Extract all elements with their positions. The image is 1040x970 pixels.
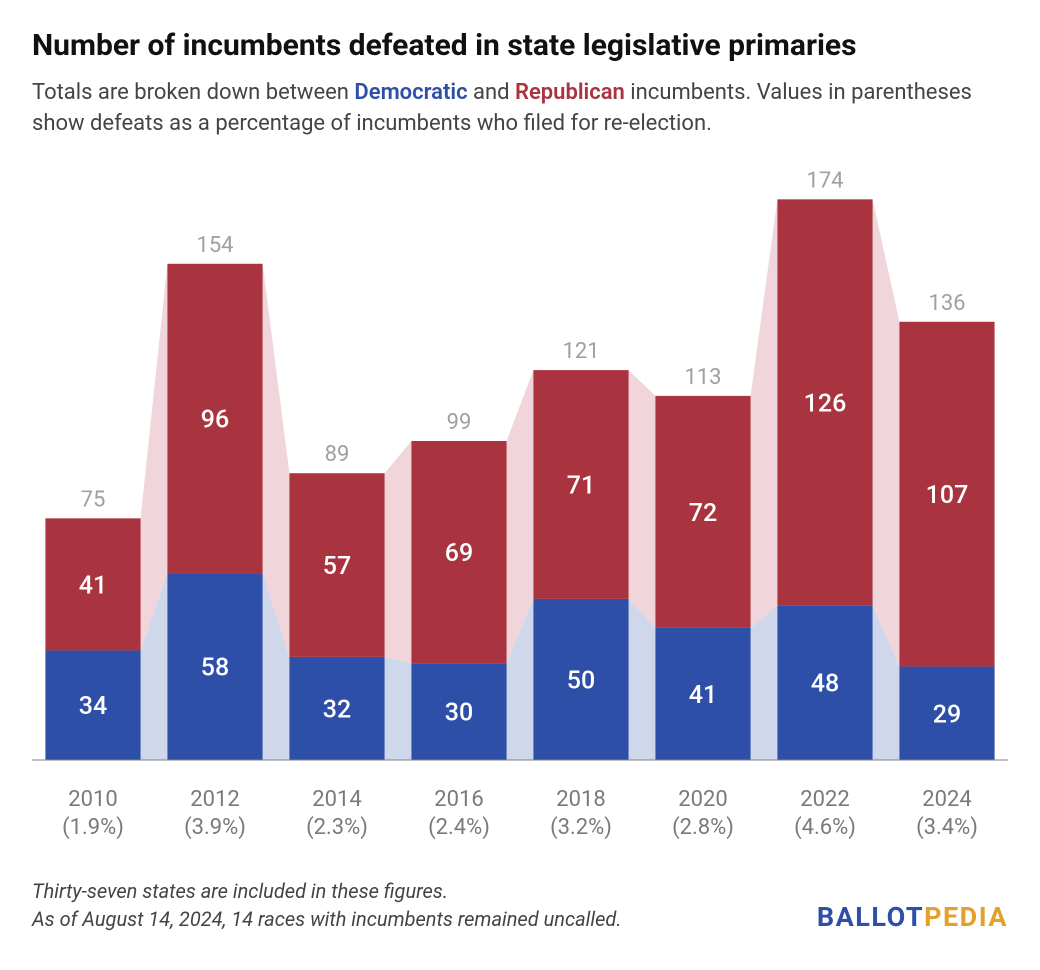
republican-word: Republican [515, 80, 625, 105]
xaxis-pct: (1.9%) [32, 814, 154, 843]
chart-area: 75 41 34 154 96 58 89 57 32 99 69 30 121 71 50 113 72 41 1… [32, 168, 1008, 778]
footer-row: Thirty-seven states are included in thes… [32, 845, 1008, 933]
total-label: 174 [806, 168, 843, 193]
xaxis-tick: 2012(3.9%) [154, 786, 276, 843]
ballotpedia-logo: BALLOTPEDIA [817, 901, 1008, 933]
dem-value-label: 30 [445, 698, 473, 727]
rep-ribbon [751, 199, 778, 628]
xaxis-tick: 2024(3.4%) [886, 786, 1008, 843]
xaxis-pct: (3.2%) [520, 814, 642, 843]
x-axis-labels: 2010(1.9%)2012(3.9%)2014(2.3%)2016(2.4%)… [32, 786, 1008, 843]
rep-value-label: 57 [323, 552, 351, 581]
dem-value-label: 58 [201, 653, 229, 682]
dem-value-label: 32 [323, 695, 351, 724]
dem-ribbon [751, 605, 778, 760]
xaxis-year: 2020 [642, 786, 764, 815]
logo-ballot: BALLOT [817, 901, 924, 933]
footnote-line-2: As of August 14, 2024, 14 races with inc… [32, 905, 621, 933]
xaxis-year: 2012 [154, 786, 276, 815]
subtitle-pre: Totals are broken down between [32, 80, 354, 105]
total-label: 99 [447, 410, 472, 435]
xaxis-year: 2024 [886, 786, 1008, 815]
rep-value-label: 126 [804, 389, 847, 418]
democratic-word: Democratic [354, 80, 467, 105]
xaxis-pct: (3.9%) [154, 814, 276, 843]
chart-subtitle: Totals are broken down between Democrati… [32, 78, 1008, 140]
xaxis-year: 2014 [276, 786, 398, 815]
dem-value-label: 29 [933, 700, 961, 729]
xaxis-pct: (3.4%) [886, 814, 1008, 843]
total-label: 154 [196, 232, 233, 257]
dem-value-label: 41 [689, 681, 717, 710]
xaxis-pct: (2.8%) [642, 814, 764, 843]
subtitle-mid: and [468, 80, 515, 105]
dem-value-label: 50 [567, 666, 595, 695]
dem-value-label: 48 [811, 669, 839, 698]
xaxis-year: 2010 [32, 786, 154, 815]
total-label: 121 [562, 339, 599, 364]
xaxis-year: 2016 [398, 786, 520, 815]
total-label: 113 [684, 364, 721, 389]
rep-value-label: 72 [689, 498, 717, 527]
rep-ribbon [629, 370, 656, 628]
xaxis-tick: 2022(4.6%) [764, 786, 886, 843]
rep-ribbon [873, 199, 900, 666]
total-label: 136 [928, 290, 965, 315]
xaxis-pct: (2.3%) [276, 814, 398, 843]
rep-value-label: 107 [926, 481, 969, 510]
total-label: 75 [81, 487, 106, 512]
rep-value-label: 71 [567, 471, 595, 500]
xaxis-tick: 2010(1.9%) [32, 786, 154, 843]
xaxis-tick: 2014(2.3%) [276, 786, 398, 843]
rep-value-label: 41 [79, 571, 107, 600]
xaxis-tick: 2020(2.8%) [642, 786, 764, 843]
xaxis-year: 2022 [764, 786, 886, 815]
dem-ribbon [385, 656, 412, 759]
rep-value-label: 96 [201, 405, 229, 434]
xaxis-tick: 2018(3.2%) [520, 786, 642, 843]
chart-title: Number of incumbents defeated in state l… [32, 28, 1008, 64]
xaxis-tick: 2016(2.4%) [398, 786, 520, 843]
xaxis-pct: (4.6%) [764, 814, 886, 843]
footnote-line-1: Thirty-seven states are included in thes… [32, 877, 621, 905]
xaxis-year: 2018 [520, 786, 642, 815]
rep-value-label: 69 [445, 539, 473, 568]
logo-pedia: PEDIA [924, 901, 1008, 933]
xaxis-pct: (2.4%) [398, 814, 520, 843]
total-label: 89 [325, 442, 350, 467]
rep-ribbon [385, 441, 412, 663]
stacked-bar-chart: 75 41 34 154 96 58 89 57 32 99 69 30 121 71 50 113 72 41 1… [32, 168, 1008, 778]
dem-value-label: 34 [79, 692, 107, 721]
